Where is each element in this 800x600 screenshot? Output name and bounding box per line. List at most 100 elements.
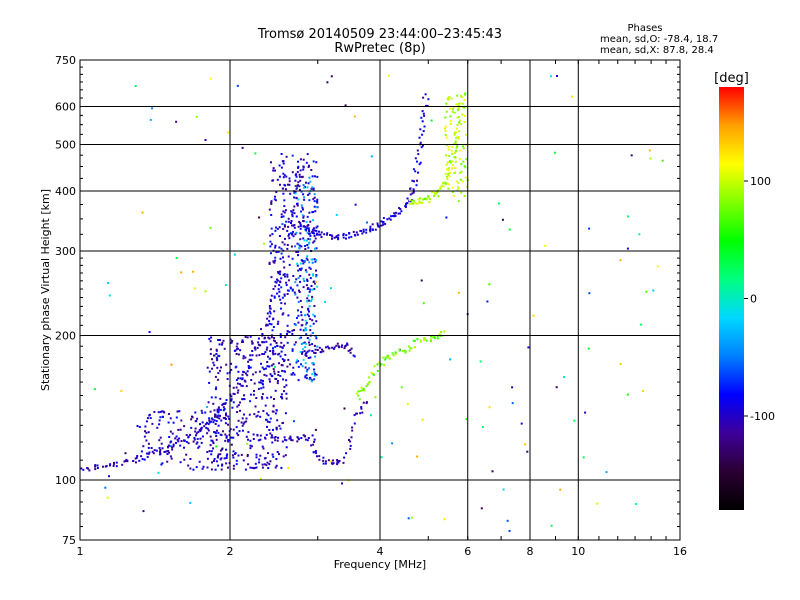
scatter-point xyxy=(527,346,530,349)
scatter-point xyxy=(252,438,255,440)
scatter-point xyxy=(619,259,622,262)
scatter-point xyxy=(215,348,218,351)
scatter-point xyxy=(285,281,288,284)
trace-point xyxy=(175,441,177,444)
trace-point xyxy=(281,440,284,443)
scatter-point xyxy=(274,280,277,283)
trace-point xyxy=(265,323,268,326)
trace-point xyxy=(454,156,457,159)
trace-point xyxy=(242,370,245,373)
scatter-point xyxy=(142,445,145,448)
scatter-point xyxy=(304,366,307,369)
scatter-point xyxy=(275,281,278,284)
trace-point xyxy=(167,446,169,449)
scatter-point xyxy=(280,277,283,280)
scatter-point xyxy=(280,341,283,344)
scatter-point xyxy=(306,297,309,300)
trace-point xyxy=(350,235,353,238)
colorbar-tick-label: 0 xyxy=(750,293,757,306)
trace-point xyxy=(446,177,449,180)
scatter-point xyxy=(160,442,163,445)
scatter-point xyxy=(227,466,229,469)
scatter-point xyxy=(279,298,282,301)
trace-point xyxy=(356,392,358,395)
trace-point xyxy=(376,369,379,372)
trace-point xyxy=(207,423,210,426)
trace-point xyxy=(320,236,323,238)
scatter-point xyxy=(305,321,308,324)
trace-point xyxy=(304,435,306,438)
scatter-point xyxy=(250,340,253,343)
scatter-point xyxy=(305,329,308,332)
scatter-point xyxy=(294,323,297,326)
scatter-point xyxy=(244,468,247,471)
scatter-point xyxy=(270,374,273,377)
scatter-point xyxy=(341,482,343,485)
trace-point xyxy=(312,443,315,446)
scatter-point xyxy=(189,467,192,470)
scatter-point xyxy=(307,246,310,249)
trace-point xyxy=(410,202,413,205)
scatter-point xyxy=(446,98,449,101)
scatter-point xyxy=(149,417,152,420)
scatter-point xyxy=(208,370,211,373)
scatter-point xyxy=(314,210,317,213)
scatter-point xyxy=(201,435,204,438)
scatter-point xyxy=(269,234,272,237)
scatter-point xyxy=(279,333,282,336)
scatter-point xyxy=(263,368,266,371)
scatter-point xyxy=(288,263,291,266)
trace-point xyxy=(377,225,380,228)
trace-point xyxy=(419,340,422,343)
trace-point xyxy=(454,151,457,154)
trace-point xyxy=(423,197,426,200)
scatter-point xyxy=(230,443,233,446)
trace-point xyxy=(360,406,363,409)
scatter-point xyxy=(274,466,277,469)
scatter-point xyxy=(257,410,260,413)
scatter-point xyxy=(241,384,244,387)
scatter-point xyxy=(265,348,268,351)
scatter-point xyxy=(265,464,268,467)
scatter-point xyxy=(311,343,314,346)
scatter-point xyxy=(177,428,180,431)
scatter-point xyxy=(313,371,316,374)
trace-point xyxy=(368,380,371,383)
trace-point xyxy=(421,110,424,113)
trace-point xyxy=(167,450,170,452)
scatter-point xyxy=(315,226,318,229)
scatter-point xyxy=(198,460,201,463)
scatter-point xyxy=(247,463,250,466)
scatter-point xyxy=(311,373,314,376)
scatter-point xyxy=(282,228,285,230)
trace-point xyxy=(177,440,180,443)
scatter-point xyxy=(511,386,514,389)
scatter-point xyxy=(272,455,275,458)
scatter-point xyxy=(299,299,302,302)
trace-point xyxy=(429,338,432,341)
scatter-point xyxy=(223,347,226,350)
scatter-point xyxy=(269,350,272,352)
scatter-point xyxy=(207,401,210,404)
scatter-point xyxy=(312,322,315,325)
scatter-point xyxy=(249,354,252,357)
scatter-point xyxy=(300,190,303,193)
scatter-point xyxy=(294,281,297,284)
scatter-point xyxy=(278,235,281,237)
y-tick-label: 400 xyxy=(55,185,76,198)
scatter-point xyxy=(454,167,457,169)
scatter-point xyxy=(449,123,452,125)
scatter-point xyxy=(214,468,217,471)
scatter-point xyxy=(281,296,284,299)
trace-point xyxy=(451,167,454,170)
trace-point xyxy=(283,266,286,269)
scatter-point xyxy=(508,529,511,532)
trace-point xyxy=(232,392,235,395)
trace-point xyxy=(94,468,97,471)
trace-point xyxy=(337,236,340,239)
scatter-point xyxy=(464,92,467,95)
scatter-point xyxy=(656,265,659,268)
scatter-point xyxy=(212,361,215,364)
scatter-point xyxy=(278,164,281,167)
scatter-point xyxy=(280,213,283,216)
